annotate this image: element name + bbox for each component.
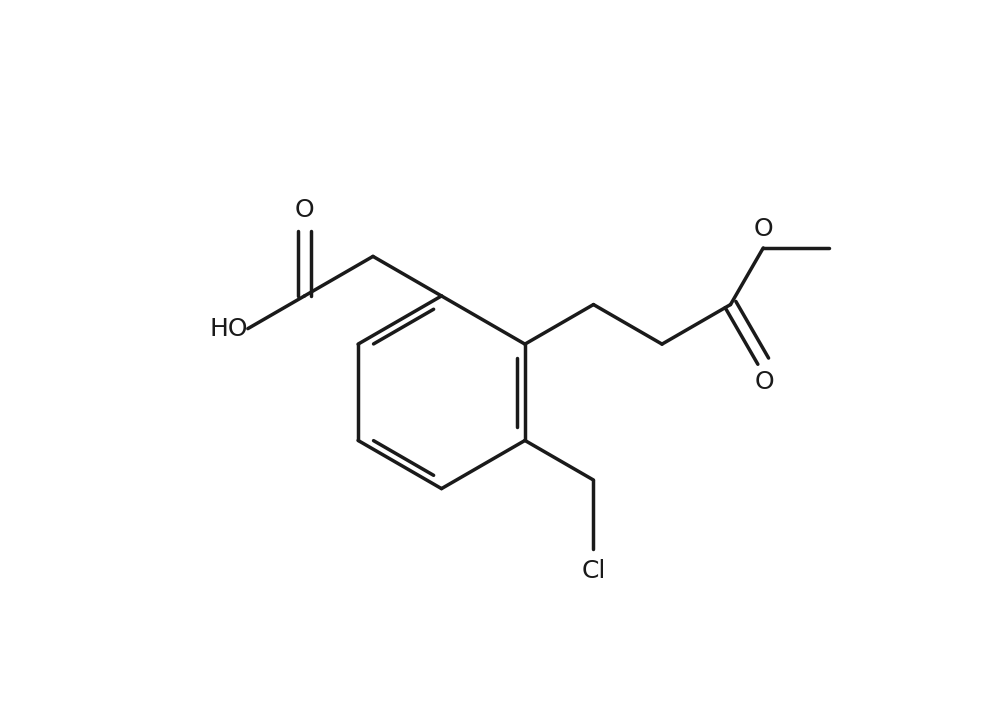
Text: O: O <box>295 198 314 222</box>
Text: O: O <box>753 217 773 241</box>
Text: O: O <box>755 370 774 394</box>
Text: HO: HO <box>209 317 248 340</box>
Text: Cl: Cl <box>581 559 606 583</box>
